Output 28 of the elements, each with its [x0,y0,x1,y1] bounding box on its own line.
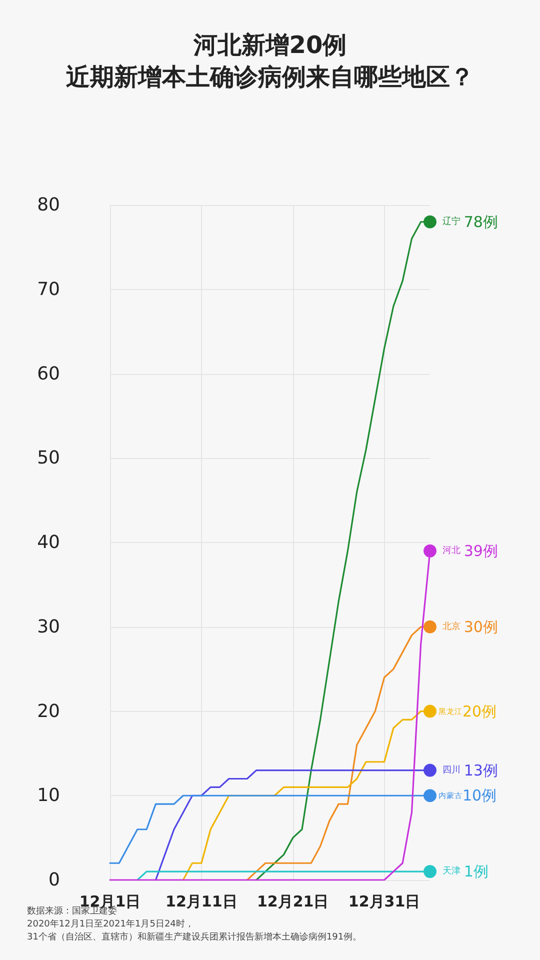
text: 31个省（自治区、直辖市）和新疆生产建设兵团累计报告新增本土确诊病例191例。 [27,932,362,942]
x-tick-label: 12月11日 [166,892,238,910]
series-label: 北京 [442,620,460,632]
text: 2020年12月1日至2021年1月5日24时， [27,918,194,930]
y-tick-label: 0 [48,870,60,890]
y-tick-label: 50 [37,448,60,469]
y-tick-label: 20 [37,700,60,722]
data-label: 20例 [462,702,497,720]
series-label: 四川 [442,764,460,776]
x-tick-label: 12月21日 [256,892,329,910]
data-label: 39例 [464,542,498,560]
data-label: 30例 [464,618,498,636]
data-label: 78例 [464,212,498,231]
series-label: 天津 [442,866,460,877]
data-label: 1例 [464,862,488,881]
y-tick-label: 70 [37,278,60,300]
chart-title: 河北新增20例 [192,31,347,59]
y-tick-label: 10 [37,785,60,806]
y-tick-label: 80 [37,194,60,216]
data-label: 10例 [462,786,497,805]
y-tick-label: 40 [37,532,60,553]
series-label: 辽宁 [442,216,460,227]
y-tick-label: 60 [37,363,60,384]
chart-subtitle: 近期新增本土确诊病例来自哪些地区？ [66,63,474,91]
y-tick-label: 30 [37,616,60,638]
x-tick-label: 12月31日 [348,892,420,910]
series-label: 河北 [442,544,460,556]
data-label: 13例 [464,761,498,780]
